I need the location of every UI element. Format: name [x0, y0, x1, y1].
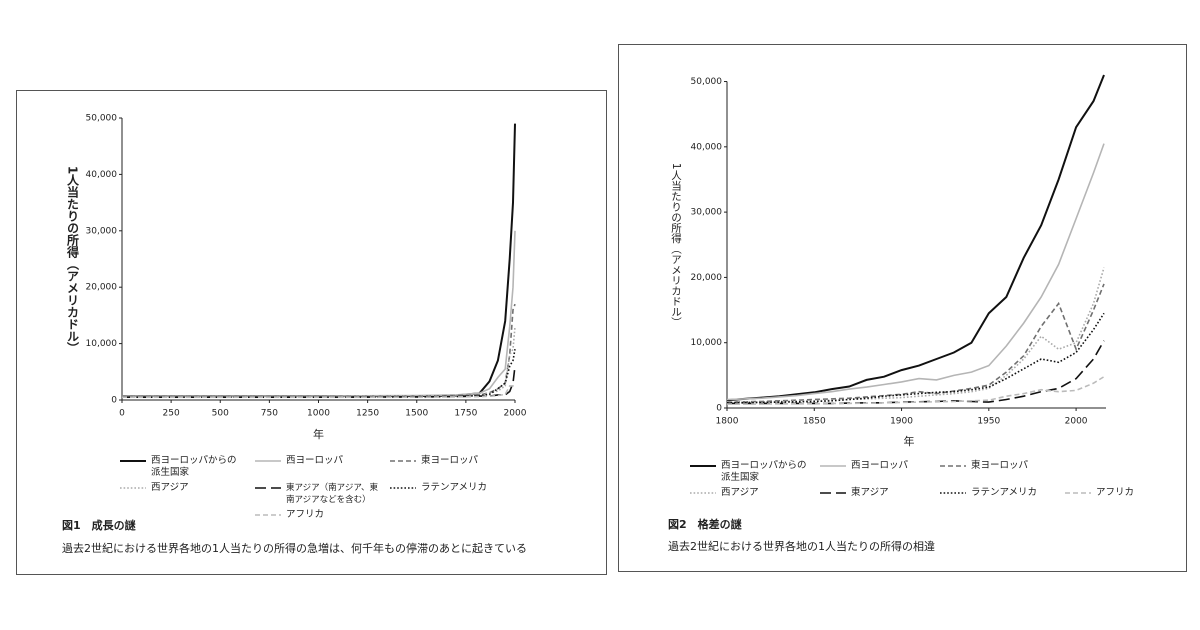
legend-label: 西アジア [151, 482, 189, 493]
legend-item: 西アジア [120, 482, 245, 506]
series-line [122, 382, 516, 398]
y-axis-label: 1人当たりの所得（アメリカドル） [670, 163, 682, 327]
x-tick-label: 250 [163, 409, 180, 419]
legend-swatch [820, 465, 846, 467]
legend-swatch [690, 492, 716, 494]
legend-label: 東アジア [851, 487, 889, 498]
legend-swatch [390, 460, 416, 462]
y-tick-label: 30,000 [691, 208, 723, 218]
legend-item: 西ヨーロッパ [255, 455, 380, 479]
x-axis-label: 年 [904, 434, 915, 448]
legend-item: ラテンアメリカ [940, 487, 1055, 499]
x-tick-label: 1500 [405, 409, 428, 419]
legend-item: 西ヨーロッパ [820, 460, 930, 484]
series-line [727, 376, 1105, 405]
legend-item: 西ヨーロッパからの派生国家 [120, 455, 245, 479]
x-tick-label: 2000 [504, 409, 527, 419]
figure-title: 図2 格差の謎 [668, 518, 742, 531]
y-tick-label: 20,000 [86, 283, 118, 293]
y-tick-label: 10,000 [691, 338, 723, 348]
legend-label: 東ヨーロッパ [421, 455, 479, 466]
x-tick-label: 1800 [716, 417, 739, 427]
x-tick-label: 1950 [977, 417, 1000, 427]
figure-caption: 過去2世紀における世界各地の1人当たりの所得の急増は、何千年もの停滞のあとに起き… [62, 542, 527, 555]
series-line [122, 123, 516, 398]
legend-label: 西ヨーロッパからの派生国家 [151, 455, 237, 478]
y-tick-label: 50,000 [691, 77, 723, 87]
x-tick-label: 1000 [307, 409, 330, 419]
legend-label: アフリカ [1096, 487, 1135, 498]
legend-item: 西アジア [690, 487, 810, 499]
legend-label: 西ヨーロッパからの派生国家 [721, 460, 807, 483]
legend-item: 東アジア（南アジア、東南アジアなどを含む） [255, 482, 380, 506]
legend-item: アフリカ [1065, 487, 1155, 499]
legend-label: ラテンアメリカ [421, 482, 488, 493]
series-line [727, 312, 1105, 404]
y-tick-label: 0 [716, 404, 722, 414]
series-line [726, 143, 1105, 401]
series-line [726, 74, 1105, 402]
legend-swatch [255, 460, 281, 462]
legend-item: 西ヨーロッパからの派生国家 [690, 460, 810, 484]
x-tick-label: 750 [261, 409, 278, 419]
legend-swatch [120, 487, 146, 489]
figure-box [16, 90, 607, 575]
legend: 西ヨーロッパからの派生国家 西ヨーロッパ 東ヨーロッパ西アジア 東アジア ラテンアメリカ… [690, 460, 1155, 499]
series-line [122, 303, 516, 398]
legend-item: アフリカ [255, 509, 380, 521]
series-line [122, 349, 516, 398]
y-tick-label: 10,000 [86, 339, 118, 349]
x-axis-label: 年 [313, 427, 324, 441]
series-line [122, 326, 516, 398]
y-tick-label: 50,000 [86, 114, 118, 124]
figure-title: 図1 成長の謎 [62, 519, 136, 532]
legend-label: アフリカ [286, 509, 325, 520]
legend-swatch [390, 487, 416, 489]
x-tick-label: 0 [119, 409, 125, 419]
x-tick-label: 500 [212, 409, 229, 419]
legend-label: 西ヨーロッパ [851, 460, 909, 471]
legend-item: 東ヨーロッパ [390, 455, 500, 479]
y-tick-label: 40,000 [691, 142, 723, 152]
x-tick-label: 1850 [803, 417, 826, 427]
legend-label: 東ヨーロッパ [971, 460, 1029, 471]
x-tick-label: 1750 [454, 409, 477, 419]
legend-item: ラテンアメリカ [390, 482, 500, 506]
legend-item: 東アジア [820, 487, 930, 499]
y-axis-label: 1人当たりの所得（アメリカドル） [66, 166, 80, 354]
legend-item: 東ヨーロッパ [940, 460, 1055, 484]
series-line [122, 366, 516, 398]
legend-swatch [1065, 492, 1091, 494]
legend-swatch [690, 465, 716, 467]
series-line [726, 283, 1105, 403]
legend-swatch [820, 492, 846, 494]
legend-label: 東アジア（南アジア、東南アジアなどを含む） [286, 483, 378, 505]
legend-swatch [940, 465, 966, 467]
legend-swatch [255, 514, 281, 516]
legend-swatch [940, 492, 966, 494]
y-tick-label: 0 [111, 396, 117, 406]
legend: 西ヨーロッパからの派生国家 西ヨーロッパ 東ヨーロッパ西アジア 東アジア（南アジア、東… [120, 455, 500, 521]
legend-swatch [120, 460, 146, 462]
figure-box [618, 44, 1187, 572]
series-line [727, 267, 1105, 403]
x-tick-label: 2000 [1065, 417, 1088, 427]
y-tick-label: 20,000 [691, 273, 723, 283]
x-tick-label: 1900 [890, 417, 913, 427]
y-tick-label: 30,000 [86, 226, 118, 236]
legend-label: 西ヨーロッパ [286, 455, 344, 466]
y-tick-label: 40,000 [86, 170, 118, 180]
figure-caption: 過去2世紀における世界各地の1人当たりの所得の相違 [668, 540, 935, 553]
legend-label: 西アジア [721, 487, 759, 498]
legend-label: ラテンアメリカ [971, 487, 1038, 498]
series-line [122, 230, 516, 397]
legend-swatch [255, 487, 281, 489]
x-tick-label: 1250 [356, 409, 379, 419]
series-line [727, 340, 1105, 405]
